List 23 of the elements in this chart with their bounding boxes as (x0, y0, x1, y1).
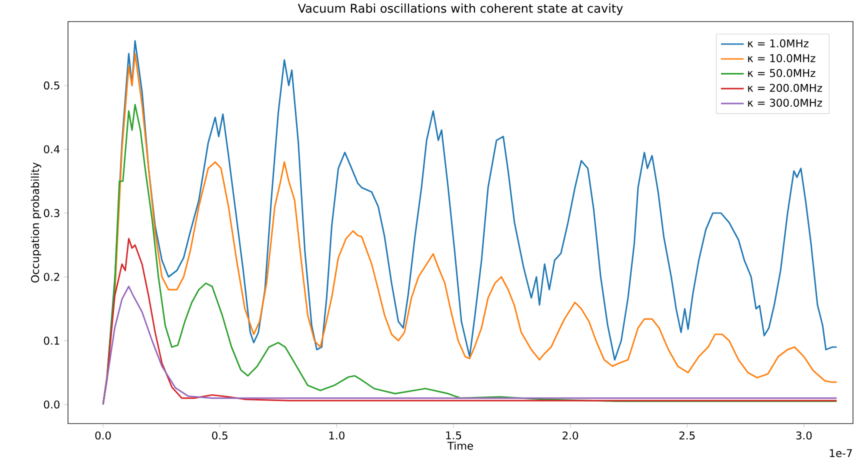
legend-label: κ = 200.0MHz (748, 84, 822, 92)
line-series (102, 286, 838, 406)
x-tick-label: 2.0 (562, 432, 578, 440)
y-tick-label: 0.3 (44, 209, 60, 218)
y-tick-label: 0.0 (44, 400, 60, 409)
legend-label: κ = 10.0MHz (748, 54, 816, 62)
x-tick-label: 2.5 (679, 432, 695, 440)
text: 1e-7 (830, 449, 852, 458)
y-tick-label: 0.1 (44, 336, 60, 345)
legend-label: κ = 1.0MHz (748, 39, 808, 48)
legend-label: κ = 300.0MHz (748, 98, 822, 107)
x-tick-label: 0.5 (212, 432, 228, 440)
x-tick-label: 1.0 (329, 432, 344, 440)
legend-label: κ = 50.0MHz (748, 69, 816, 78)
chart-title: Vacuum Rabi oscillations with coherent state at cavity (298, 4, 623, 16)
y-tick-label: 0.4 (44, 145, 60, 154)
y-axis-title: Occupation probability (30, 162, 42, 283)
y-tick-label: 0.2 (44, 273, 60, 282)
x-tick-label: 3.0 (796, 432, 812, 440)
y-tick-label: 0.5 (44, 82, 60, 90)
x-tick-label: 1.5 (446, 432, 462, 440)
x-axis-title: Time (447, 442, 474, 450)
x-tick-label: 0.0 (95, 432, 111, 440)
